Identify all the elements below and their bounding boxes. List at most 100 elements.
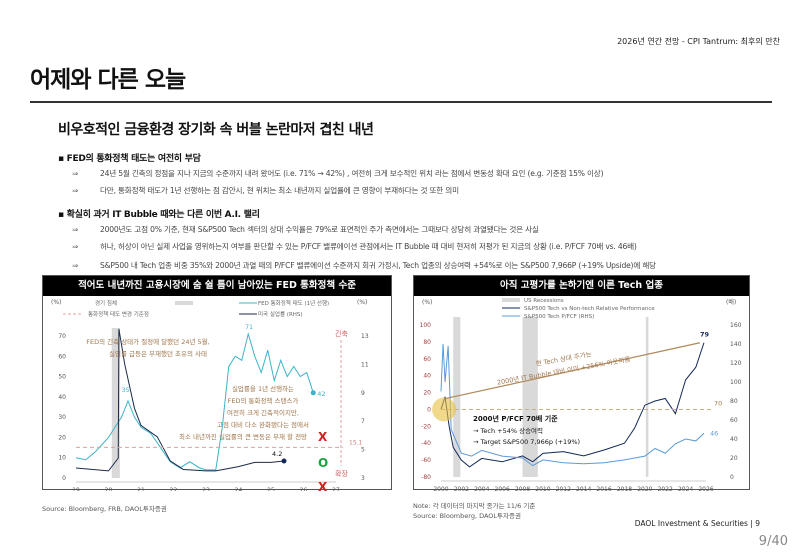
y-axis-label: (%) [51,299,61,306]
y-tick-label: 60 [423,356,431,363]
note-right: Note: 각 데이터의 마지막 종가는 11/6 기준 [413,502,536,510]
y-tick-label: 20 [423,390,431,397]
data-label: 42 [317,390,325,398]
page-subtitle: 비우호적인 금융환경 장기화 속 버블 논란마저 겹친 내년 [58,122,374,138]
x-tick-label: 22 [170,487,178,491]
x-tick-label: 2010 [535,486,550,491]
chart-title: 아직 고평가를 논하기엔 이른 Tech 업종 [414,276,749,296]
y-right-tick-label: 160 [730,322,742,329]
data-label: 46 [710,429,718,437]
tech-chart-svg: 2000 2002 2004 2006 2008 2010 2012 2014 2016 2018… [420,298,742,491]
arrow-icon: ⇒ [72,169,79,178]
outcome-marker: X [318,430,328,444]
recession-band [522,317,538,477]
annotation: → Target S&P500 7,966p (+19%) [473,438,580,446]
annotation: 2000년 P/FCF 70배 기준 [473,414,558,423]
y-tick-label: 100 [420,322,432,329]
legend-entry: S&P500 Tech vs Non-tech Relative Perform… [524,306,655,312]
recession-band [453,317,461,477]
y-right-tick-label: 60 [730,417,738,424]
data-label: 4.2 [272,450,282,458]
x-tick-label: 2014 [576,486,591,491]
annotation-tightening: 긴축 [335,329,348,338]
legend-entry: S&P500 Tech P/FCF (RHS) [524,314,594,320]
legend-entry: 미국 실업률 (RHS) [258,310,303,318]
outcome-marker: X [318,480,328,491]
x-tick-label: 2008 [515,486,530,491]
data-label: 71 [245,324,253,331]
data-label: 35 [122,387,130,394]
x-tick-label: 2002 [454,486,469,491]
y-right-tick-label: 20 [730,455,738,462]
y-right-tick-label: 140 [730,341,742,348]
bullet-sub: ⇒ 2000년도 고점 0% 기준, 현재 S&P500 Tech 섹터의 상대 … [72,225,539,234]
bullet-sub: ⇒ 24년 5월 긴축의 정점을 지나 지금의 수준까지 내려 왔어도 (i.e.… [72,169,604,178]
data-point [281,458,287,464]
x-tick-label: 19 [72,487,80,491]
data-label: 15.1 [349,439,363,446]
y-tick-label: 70 [58,333,66,340]
y-tick-label: 80 [423,339,431,346]
y-axis-label: (%) [422,299,432,306]
arrow-icon: ⇒ [72,242,79,251]
series-line [440,342,705,468]
y-right-tick-label: 80 [730,398,738,405]
x-tick-label: 24 [235,487,243,491]
x-tick-label: 2006 [495,486,510,491]
y-tick-label: 0 [62,475,66,482]
legend-entry: FED 통화정책 태도 (1년 선행) [258,299,329,307]
source-left: Source: Bloomberg, FRB, DAOL투자증권 [42,505,167,513]
page-title: 어제와 다른 오늘 [30,67,186,93]
y-tick-label: 30 [58,414,66,421]
tech-chart: 아직 고평가를 논하기엔 이른 Tech 업종 20 0 0 2002 2004 2006… [413,275,750,491]
annotation: 여전히 크게 긴축적이지만, [227,408,299,417]
x-tick-label: 20 [105,487,113,491]
page-number: 9/40 [758,534,788,549]
legend-entry: 경기 침체 [95,299,117,307]
arrow-icon: ⇒ [72,186,79,195]
y-tick-label: 40 [423,373,431,380]
y-tick-label: 20 [58,434,66,441]
y-right-tick-label: 11 [361,361,369,368]
recession-band [645,317,649,477]
y-tick-label: -40 [421,440,431,447]
y-right-tick-label: 100 [730,379,742,386]
annotation: 실업률을 1년 선행하는 [232,384,294,393]
series-line [75,332,314,471]
x-tick-label: 2004 [474,486,489,491]
y-right-tick-label: 120 [730,360,742,367]
y-tick-label: 10 [58,455,66,462]
legend-entry: US Recessions [524,298,564,304]
y-right-tick-label: 5 [361,447,365,454]
arrow-icon: ⇒ [72,225,79,234]
x-tick-label: 2024 [678,486,693,491]
annotation: FED의 통화정책 스탠스가 [228,396,299,405]
bullet-sub: ⇒ S&P500 내 Tech 업종 비중 35%와 2000년 과열 때의 P/… [72,261,656,270]
bullet-heading: ▪ FED의 통화정책 태도는 여전히 부담 [58,154,201,164]
y-right-tick-label: 7 [361,418,365,425]
annotation: 실업률 급등은 부재했던 초유의 사태 [109,349,207,358]
fed-chart: 적어도 내년까진 고용시장에 숨 쉴 틈이 남아있는 FED 통화정책 수준 1… [42,275,392,491]
annotation-easing: 확장 [335,469,348,478]
x-tick-label: 23 [202,487,210,491]
annotation: 고점 대비 다소 완화됐다는 점에서 [217,420,309,429]
highlight-circle [432,397,457,422]
bullet-sub: ⇒ 허나, 허상이 아닌 실제 사업을 영위하는지 여부를 판단할 수 있는 P/… [72,242,637,251]
x-tick-label: 25 [267,487,275,491]
y-tick-label: 0 [427,406,431,413]
legend-entry: 통화정책 태도 변경 기준점 [88,310,149,318]
y-right-tick-label: 0 [730,474,734,481]
y-right-axis-label: (%) [357,299,367,306]
x-tick-label: 2018 [617,486,632,491]
recession-band [111,328,120,478]
y-tick-label: -80 [421,474,431,481]
annotation: → Tech +54% 상승여력 [473,426,543,435]
y-right-tick-label: 40 [730,436,738,443]
data-label: 70 [714,399,722,407]
y-right-tick-label: 3 [361,475,365,482]
series-line [75,328,285,472]
outperformance-arrow [445,342,701,400]
annotation: FED의 긴축 상태가 절정에 달했던 24년 5월, [86,337,209,346]
series-line [440,343,705,467]
y-tick-label: 60 [58,353,66,360]
